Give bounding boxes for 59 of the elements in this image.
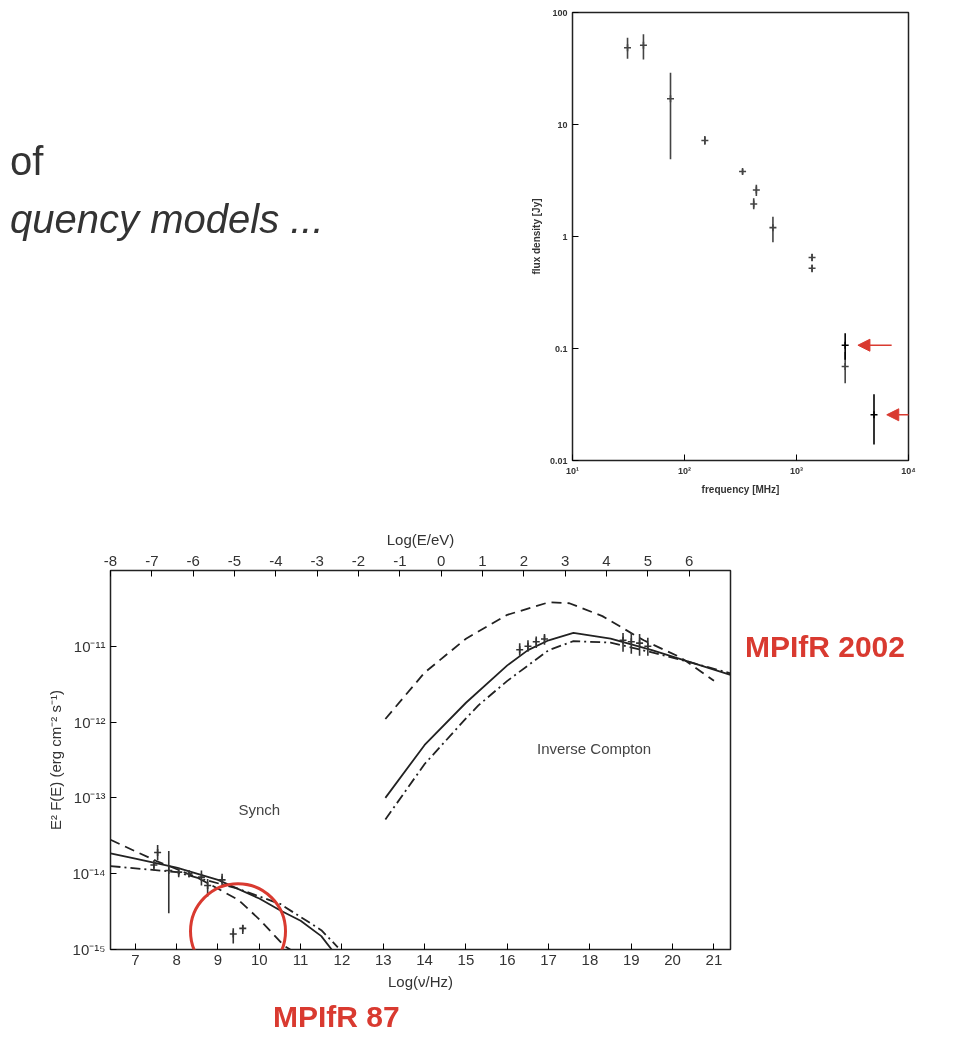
x-tick-label: 10²: [678, 465, 692, 476]
x-tick-label: 16: [498, 950, 516, 968]
x-tick-label: 18: [581, 950, 599, 968]
x-tick-label: 15: [457, 950, 475, 968]
x-tick-label: 9: [213, 950, 223, 968]
text: quency models ...: [10, 196, 324, 241]
annotation: Inverse Compton: [536, 740, 652, 758]
x2-tick-label: -5: [227, 551, 242, 569]
y-tick-label: 100: [552, 7, 568, 18]
x2-axis-title: Log(E/eV): [386, 530, 455, 548]
x2-tick-label: -4: [269, 551, 283, 569]
y-tick-label: 10⁻¹⁴: [72, 865, 106, 883]
x2-tick-label: 3: [561, 551, 570, 569]
x2-tick-label: -6: [186, 551, 200, 569]
x-tick-label: 12: [333, 950, 351, 968]
point: [149, 860, 159, 870]
x-tick-label: 14: [416, 950, 433, 968]
x-tick-label: 19: [622, 950, 640, 968]
x2-tick-label: 5: [643, 551, 653, 569]
text: of: [10, 138, 45, 183]
x2-tick-label: -2: [351, 551, 366, 569]
x-tick-label: 8: [172, 950, 181, 968]
x-tick-label: 17: [540, 950, 557, 968]
x-axis-title: Log(ν/Hz): [387, 972, 454, 990]
y-tick-label: 10⁻¹²: [73, 713, 106, 731]
x2-tick-label: -8: [103, 551, 118, 569]
annotation: Synch: [238, 800, 281, 818]
y-tick-label: 10⁻¹¹: [73, 637, 106, 655]
x-tick-label: 11: [292, 950, 309, 968]
x-axis-title: frequency [MHz]: [701, 483, 780, 495]
x2-tick-label: -1: [393, 551, 407, 569]
y-tick-label: 10: [557, 119, 568, 130]
y-tick-label: 0.01: [549, 455, 568, 466]
y-tick-label: 0.1: [554, 343, 568, 354]
y-tick-label: 10⁻¹³: [73, 789, 106, 807]
x2-tick-label: -3: [310, 551, 324, 569]
y-tick-label: 10⁻¹⁵: [72, 941, 106, 958]
x2-tick-label: 2: [519, 551, 529, 569]
y-axis-title: flux density [Jy]: [530, 198, 542, 275]
x-tick-label: 10³: [790, 465, 804, 476]
x2-tick-label: 6: [685, 551, 694, 569]
y-tick-label: 1: [562, 231, 568, 242]
x-tick-label: 10: [250, 950, 268, 968]
point: [184, 869, 194, 878]
x2-tick-label: 1: [478, 551, 487, 569]
x-tick-label: 21: [705, 950, 723, 968]
x2-tick-label: 4: [602, 551, 611, 569]
point: [228, 929, 238, 939]
text: MPIfR 87: [273, 999, 400, 1033]
x-tick-label: 10¹: [566, 465, 580, 476]
x-tick-label: 20: [664, 950, 681, 968]
y-axis-title: E² F(E) (erg cm⁻² s⁻¹): [47, 690, 65, 830]
x2-tick-label: -7: [145, 551, 159, 569]
x-tick-label: 10⁴: [901, 465, 916, 476]
x-tick-label: 13: [374, 950, 392, 968]
point: [618, 636, 628, 645]
x2-tick-label: 0: [437, 551, 446, 569]
x-tick-label: 7: [131, 950, 140, 968]
text: MPIfR 2002: [744, 629, 905, 663]
